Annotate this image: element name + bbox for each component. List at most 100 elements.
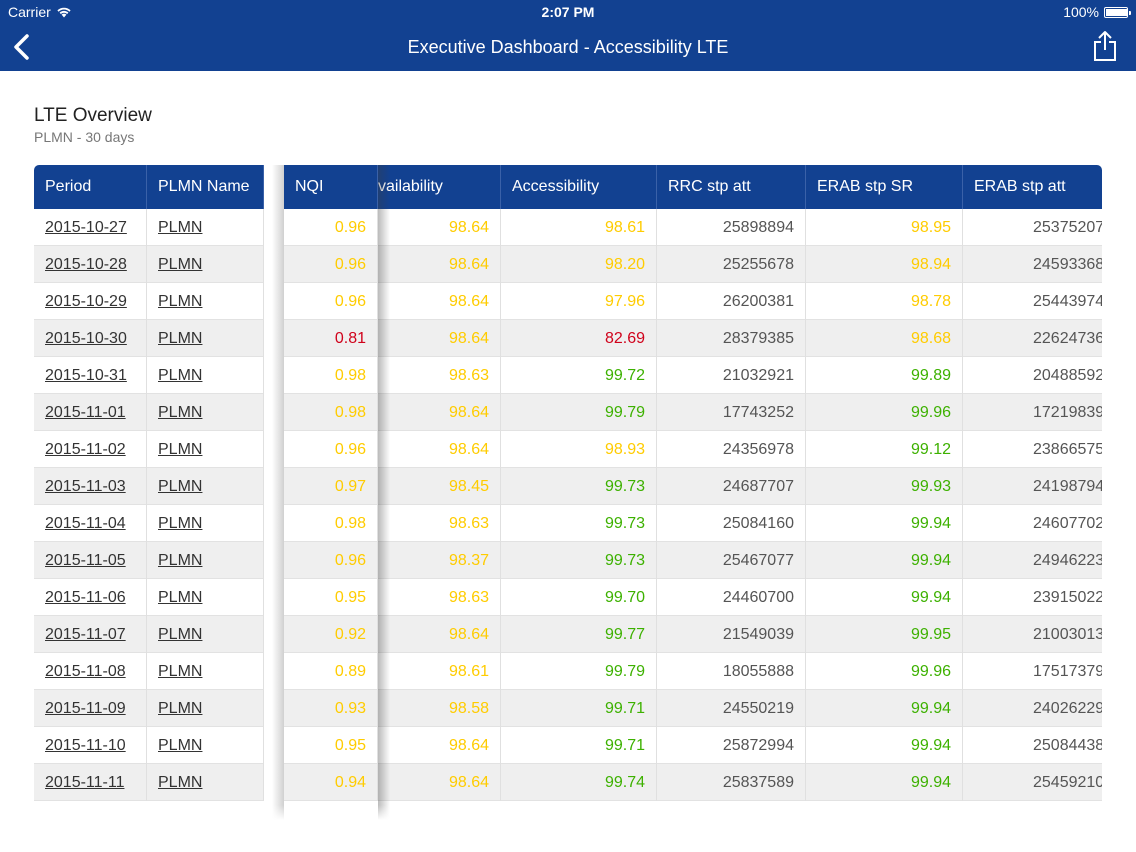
accessibility-value: 99.79 <box>501 394 657 431</box>
column-header-availability[interactable]: vailability <box>378 165 501 209</box>
column-header-period[interactable]: Period <box>34 165 147 209</box>
rrc-stp-att-value: 21549039 <box>657 616 806 653</box>
period-link[interactable]: 2015-11-04 <box>34 505 147 542</box>
erab-stp-sr-value: 99.94 <box>806 505 963 542</box>
plmn-name-link[interactable]: PLMN <box>147 616 264 653</box>
period-link[interactable]: 2015-11-01 <box>34 394 147 431</box>
availability-value: 98.37 <box>378 542 501 579</box>
column-header-accessibility[interactable]: Accessibility <box>501 165 657 209</box>
table-row[interactable]: 2015-10-27 PLMN 0.96 98.64 98.61 25898894 98.9… <box>34 209 1102 246</box>
table-row[interactable]: 2015-11-10 PLMN 0.95 98.64 99.71 25872994 99.9… <box>34 727 1102 764</box>
frozen-column-shadow-right <box>378 165 390 820</box>
frozen-column-gap <box>264 165 284 820</box>
plmn-name-link[interactable]: PLMN <box>147 283 264 320</box>
column-header-plmn-name[interactable]: PLMN Name <box>147 165 264 209</box>
plmn-name-link[interactable]: PLMN <box>147 209 264 246</box>
erab-stp-sr-value: 98.68 <box>806 320 963 357</box>
share-icon[interactable] <box>1092 30 1118 62</box>
rrc-stp-att-value: 18055888 <box>657 653 806 690</box>
plmn-name-link[interactable]: PLMN <box>147 764 264 801</box>
nqi-value: 0.95 <box>284 579 378 616</box>
table-row[interactable]: 2015-11-07 PLMN 0.92 98.64 99.77 21549039 99.9… <box>34 616 1102 653</box>
erab-stp-sr-value: 99.94 <box>806 727 963 764</box>
carrier-indicator: Carrier <box>8 4 72 20</box>
plmn-name-link[interactable]: PLMN <box>147 357 264 394</box>
availability-value: 98.58 <box>378 690 501 727</box>
period-link[interactable]: 2015-11-02 <box>34 431 147 468</box>
plmn-name-link[interactable]: PLMN <box>147 394 264 431</box>
nqi-value: 0.96 <box>284 431 378 468</box>
availability-value: 98.64 <box>378 283 501 320</box>
plmn-name-link[interactable]: PLMN <box>147 468 264 505</box>
column-header-nqi[interactable]: NQI <box>284 165 378 209</box>
plmn-name-link[interactable]: PLMN <box>147 690 264 727</box>
rrc-stp-att-value: 24550219 <box>657 690 806 727</box>
column-header-rrc-stp-att[interactable]: RRC stp att <box>657 165 806 209</box>
clock: 2:07 PM <box>541 4 595 20</box>
chevron-left-icon[interactable] <box>8 32 38 62</box>
availability-value: 98.64 <box>378 394 501 431</box>
battery-percent: 100% <box>1063 4 1099 20</box>
availability-value: 98.64 <box>378 320 501 357</box>
erab-stp-sr-value: 99.95 <box>806 616 963 653</box>
availability-value: 98.63 <box>378 579 501 616</box>
table-row[interactable]: 2015-10-28 PLMN 0.96 98.64 98.20 25255678 98.9… <box>34 246 1102 283</box>
period-link[interactable]: 2015-10-29 <box>34 283 147 320</box>
rrc-stp-att-value: 21032921 <box>657 357 806 394</box>
plmn-name-link[interactable]: PLMN <box>147 505 264 542</box>
table-row[interactable]: 2015-11-06 PLMN 0.95 98.63 99.70 24460700 99.9… <box>34 579 1102 616</box>
accessibility-value: 99.70 <box>501 579 657 616</box>
period-link[interactable]: 2015-10-30 <box>34 320 147 357</box>
accessibility-value: 98.93 <box>501 431 657 468</box>
availability-value: 98.64 <box>378 727 501 764</box>
period-link[interactable]: 2015-11-07 <box>34 616 147 653</box>
erab-stp-sr-value: 98.94 <box>806 246 963 283</box>
table-row[interactable]: 2015-11-02 PLMN 0.96 98.64 98.93 24356978 99.1… <box>34 431 1102 468</box>
kpi-table[interactable]: Period PLMN Name NQI vailability Accessi… <box>34 165 1102 820</box>
period-link[interactable]: 2015-11-11 <box>34 764 147 801</box>
erab-stp-att-value: 23915022 <box>1033 589 1102 606</box>
table-row[interactable]: 2015-11-04 PLMN 0.98 98.63 99.73 25084160 99.9… <box>34 505 1102 542</box>
frozen-column-shadow-left <box>272 165 284 820</box>
battery-indicator: 100% <box>1063 4 1131 20</box>
table-row[interactable]: 2015-10-30 PLMN 0.81 98.64 82.69 28379385 98.6… <box>34 320 1102 357</box>
period-link[interactable]: 2015-10-28 <box>34 246 147 283</box>
nqi-value: 0.97 <box>284 468 378 505</box>
erab-stp-sr-value: 98.95 <box>806 209 963 246</box>
table-row[interactable]: 2015-10-29 PLMN 0.96 98.64 97.96 26200381 98.7… <box>34 283 1102 320</box>
rrc-stp-att-value: 25872994 <box>657 727 806 764</box>
table-row[interactable]: 2015-11-03 PLMN 0.97 98.45 99.73 24687707 99.9… <box>34 468 1102 505</box>
period-link[interactable]: 2015-10-27 <box>34 209 147 246</box>
table-row[interactable]: 2015-11-11 PLMN 0.94 98.64 99.74 25837589 99.9… <box>34 764 1102 801</box>
plmn-name-link[interactable]: PLMN <box>147 246 264 283</box>
period-link[interactable]: 2015-11-03 <box>34 468 147 505</box>
plmn-name-link[interactable]: PLMN <box>147 579 264 616</box>
table-row[interactable]: 2015-11-05 PLMN 0.96 98.37 99.73 25467077 99.9… <box>34 542 1102 579</box>
period-link[interactable]: 2015-11-08 <box>34 653 147 690</box>
rrc-stp-att-value: 17743252 <box>657 394 806 431</box>
table-row[interactable]: 2015-11-01 PLMN 0.98 98.64 99.79 17743252 99.9… <box>34 394 1102 431</box>
erab-stp-sr-value: 99.94 <box>806 690 963 727</box>
rrc-stp-att-value: 25255678 <box>657 246 806 283</box>
plmn-name-link[interactable]: PLMN <box>147 320 264 357</box>
erab-stp-sr-value: 99.94 <box>806 542 963 579</box>
plmn-name-link[interactable]: PLMN <box>147 431 264 468</box>
accessibility-value: 99.73 <box>501 468 657 505</box>
table-row[interactable]: 2015-11-09 PLMN 0.93 98.58 99.71 24550219 99.9… <box>34 690 1102 727</box>
nqi-value: 0.93 <box>284 690 378 727</box>
plmn-name-link[interactable]: PLMN <box>147 653 264 690</box>
period-link[interactable]: 2015-10-31 <box>34 357 147 394</box>
period-link[interactable]: 2015-11-10 <box>34 727 147 764</box>
plmn-name-link[interactable]: PLMN <box>147 542 264 579</box>
column-header-erab-stp-sr[interactable]: ERAB stp SR <box>806 165 963 209</box>
period-link[interactable]: 2015-11-06 <box>34 579 147 616</box>
section-subtitle: PLMN - 30 days <box>34 129 135 145</box>
wifi-icon <box>57 7 71 18</box>
table-row[interactable]: 2015-11-08 PLMN 0.89 98.61 99.79 18055888 99.9… <box>34 653 1102 690</box>
accessibility-value: 98.20 <box>501 246 657 283</box>
period-link[interactable]: 2015-11-09 <box>34 690 147 727</box>
period-link[interactable]: 2015-11-05 <box>34 542 147 579</box>
column-header-erab-stp-att[interactable]: ERAB stp att <box>974 178 1066 195</box>
plmn-name-link[interactable]: PLMN <box>147 727 264 764</box>
table-row[interactable]: 2015-10-31 PLMN 0.98 98.63 99.72 21032921 99.8… <box>34 357 1102 394</box>
